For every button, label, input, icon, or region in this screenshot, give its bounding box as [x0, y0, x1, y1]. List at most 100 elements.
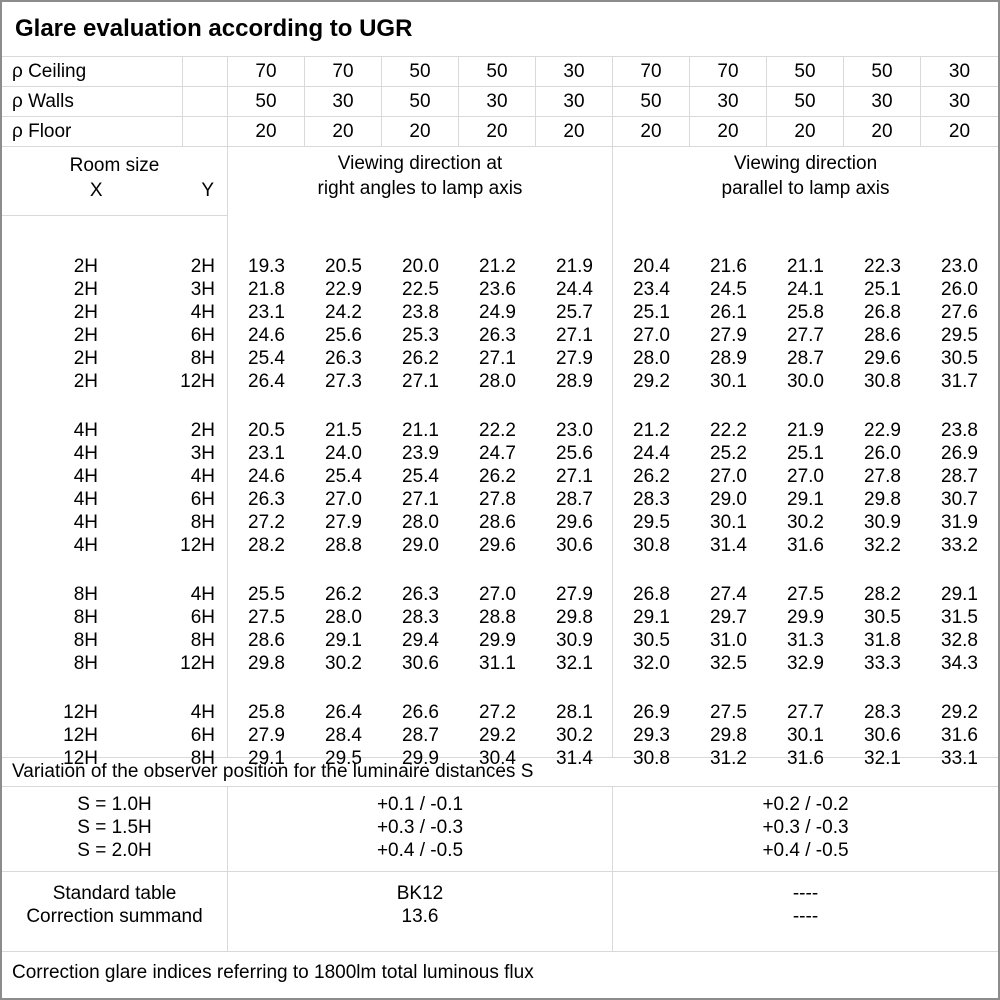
room-size-header: Room size X Y [2, 147, 228, 216]
ugr-value-parallel: 30.9 [864, 512, 901, 533]
room-size-y: 8H [190, 512, 215, 533]
right-angles-header-line2: right angles to lamp axis [317, 178, 523, 199]
ugr-value-right-angles: 27.9 [556, 584, 593, 605]
reflectance-value: 30 [459, 87, 536, 116]
parallel-header-line2: parallel to lamp axis [721, 178, 890, 199]
reflectance-value: 30 [536, 57, 613, 86]
ugr-value-parallel: 30.0 [787, 371, 824, 392]
summary-value-right-angles: BK12 [396, 883, 444, 904]
variation-value-parallel: +0.2 / -0.2 [762, 794, 849, 815]
ugr-value-right-angles: 27.0 [479, 584, 516, 605]
reflectance-value: 20 [690, 117, 767, 146]
ugr-value-parallel: 29.5 [941, 325, 978, 346]
reflectance-value: 20 [459, 117, 536, 146]
room-size-y: 3H [190, 443, 215, 464]
ugr-value-parallel: 30.8 [864, 371, 901, 392]
ugr-value-parallel: 22.3 [864, 256, 901, 277]
ugr-value-right-angles: 30.4 [479, 748, 516, 769]
ugr-value-right-angles: 28.6 [248, 630, 285, 651]
ugr-value-parallel: 32.9 [787, 653, 824, 674]
variation-value-right-angles: +0.4 / -0.5 [376, 840, 464, 861]
ugr-value-parallel: 24.5 [710, 279, 747, 300]
ugr-row: 2H 2H 19.3 20.5 20.0 21.2 21.9 20.4 21.6 21.1 22.3… [2, 255, 998, 278]
reflectance-value: 30 [305, 87, 382, 116]
ugr-value-right-angles: 29.1 [325, 630, 362, 651]
variation-parallel-values: +0.2 / -0.2 +0.3 / -0.3 +0.4 / -0.5 [613, 787, 998, 871]
variation-s-labels: S = 1.0H S = 1.5H S = 2.0H [2, 787, 228, 871]
room-size-x: 8H [73, 630, 98, 651]
ugr-block: 12H 4H 25.8 26.4 26.6 27.2 28.1 26.9 27.5 27.7 28.… [2, 701, 998, 770]
room-size-y: 8H [190, 630, 215, 651]
right-angles-group-header: Viewing direction at right angles to lam… [228, 147, 613, 216]
room-size-x: 2H [73, 256, 98, 277]
room-size-y: 4H [190, 702, 215, 723]
right-angles-header-line1: Viewing direction at [337, 153, 503, 174]
ugr-value-parallel: 32.8 [941, 630, 978, 651]
table-header: Room size X Y Viewing direction at right… [2, 147, 998, 216]
reflectance-value: 20 [767, 117, 844, 146]
ugr-value-right-angles: 31.4 [556, 748, 593, 769]
ugr-value-parallel: 26.0 [941, 279, 978, 300]
ugr-value-right-angles: 27.9 [248, 725, 285, 746]
ugr-value-parallel: 27.0 [710, 466, 747, 487]
room-size-y: 6H [190, 489, 215, 510]
summary-value-parallel: ---- [792, 883, 819, 904]
reflectance-value: 70 [228, 57, 305, 86]
ugr-value-right-angles: 25.7 [556, 302, 593, 323]
ugr-value-parallel: 32.0 [633, 653, 670, 674]
ugr-value-parallel: 28.0 [633, 348, 670, 369]
reflectance-value: 20 [613, 117, 690, 146]
ugr-value-right-angles: 27.1 [402, 371, 439, 392]
reflectance-value: 50 [459, 57, 536, 86]
ugr-block: 8H 4H 25.5 26.2 26.3 27.0 27.9 26.8 27.4 27.5 28.2… [2, 583, 998, 675]
room-size-y: 12H [180, 371, 215, 392]
ugr-value-parallel: 21.6 [710, 256, 747, 277]
reflectance-spacer [183, 87, 228, 116]
ugr-value-parallel: 31.4 [710, 535, 747, 556]
ugr-value-parallel: 23.8 [941, 420, 978, 441]
ugr-value-parallel: 27.6 [941, 302, 978, 323]
ugr-value-right-angles: 25.6 [556, 443, 593, 464]
ugr-row: 12H 6H 27.9 28.4 28.7 29.2 30.2 29.3 29.8 30.1 30.… [2, 724, 998, 747]
ugr-value-parallel: 31.7 [941, 371, 978, 392]
ugr-value-parallel: 27.4 [710, 584, 747, 605]
ugr-value-right-angles: 29.8 [556, 607, 593, 628]
ugr-value-right-angles: 26.2 [402, 348, 439, 369]
ugr-row: 2H 4H 23.1 24.2 23.8 24.9 25.7 25.1 26.1 25.8 26.8… [2, 301, 998, 324]
reflectance-section: ρ Ceiling 70 70 50 50 30 70 70 50 50 30 ρ Walls 50 30… [2, 57, 998, 147]
ugr-value-right-angles: 26.2 [325, 584, 362, 605]
ugr-value-right-angles: 21.5 [325, 420, 362, 441]
x-column-label: X [89, 180, 103, 201]
ugr-value-right-angles: 29.6 [479, 535, 516, 556]
room-size-x: 12H [63, 702, 98, 723]
room-size-y: 4H [190, 584, 215, 605]
ugr-value-right-angles: 27.1 [556, 325, 593, 346]
ugr-value-right-angles: 23.6 [479, 279, 516, 300]
ugr-value-right-angles: 25.4 [402, 466, 439, 487]
ugr-value-parallel: 27.8 [864, 466, 901, 487]
ugr-value-parallel: 32.2 [864, 535, 901, 556]
ugr-value-right-angles: 23.8 [402, 302, 439, 323]
ugr-value-parallel: 30.8 [633, 535, 670, 556]
room-size-x: 8H [73, 607, 98, 628]
ugr-value-right-angles: 21.9 [556, 256, 593, 277]
reflectance-value: 20 [305, 117, 382, 146]
room-size-x: 2H [73, 279, 98, 300]
ugr-value-parallel: 28.3 [633, 489, 670, 510]
ugr-value-parallel: 21.9 [787, 420, 824, 441]
variation-value-parallel: +0.3 / -0.3 [762, 817, 849, 838]
ugr-value-right-angles: 28.8 [325, 535, 362, 556]
ugr-value-parallel: 31.6 [787, 748, 824, 769]
ugr-value-right-angles: 26.4 [248, 371, 285, 392]
ugr-value-parallel: 27.7 [787, 325, 824, 346]
ugr-value-right-angles: 28.2 [248, 535, 285, 556]
ugr-value-right-angles: 27.3 [325, 371, 362, 392]
ugr-value-right-angles: 27.5 [248, 607, 285, 628]
ugr-value-right-angles: 27.8 [479, 489, 516, 510]
ugr-value-right-angles: 27.2 [479, 702, 516, 723]
ugr-value-right-angles: 24.0 [325, 443, 362, 464]
room-size-y: 6H [190, 725, 215, 746]
reflectance-value: 30 [948, 61, 971, 82]
ugr-value-parallel: 26.8 [633, 584, 670, 605]
ugr-value-parallel: 29.9 [787, 607, 824, 628]
